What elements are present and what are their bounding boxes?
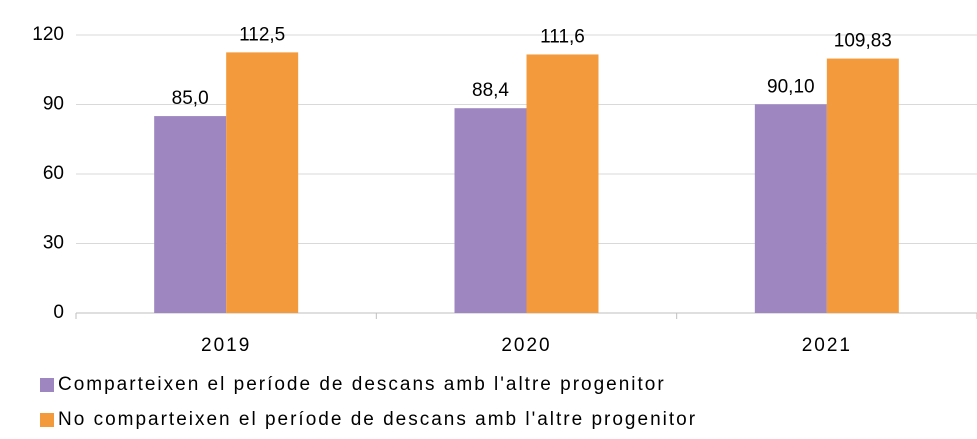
bar <box>754 104 827 313</box>
x-tick-label: 2020 <box>501 335 551 356</box>
y-tick-label: 120 <box>32 24 64 45</box>
y-tick-label: 0 <box>53 302 64 323</box>
value-label: 85,0 <box>172 88 209 109</box>
value-label: 88,4 <box>472 80 509 101</box>
y-tick-label: 90 <box>43 94 64 115</box>
value-label: 90,10 <box>767 76 815 97</box>
legend-label: Comparteixen el període de descans amb l… <box>58 374 666 395</box>
value-label: 112,5 <box>239 24 285 45</box>
value-label: 111,6 <box>540 26 585 47</box>
bar <box>226 52 299 313</box>
y-tick-label: 60 <box>43 163 64 184</box>
y-tick-label: 30 <box>43 233 64 254</box>
x-tick-label: 2021 <box>802 335 852 356</box>
value-label: 109,83 <box>834 31 892 52</box>
x-tick-label: 2019 <box>201 335 251 356</box>
legend-swatch <box>40 378 54 392</box>
legend-label: No comparteixen el període de descans am… <box>58 409 697 430</box>
bar <box>154 116 227 313</box>
bar <box>526 54 599 314</box>
bar <box>454 108 527 313</box>
legend-swatch <box>40 413 54 427</box>
bar <box>826 58 899 313</box>
